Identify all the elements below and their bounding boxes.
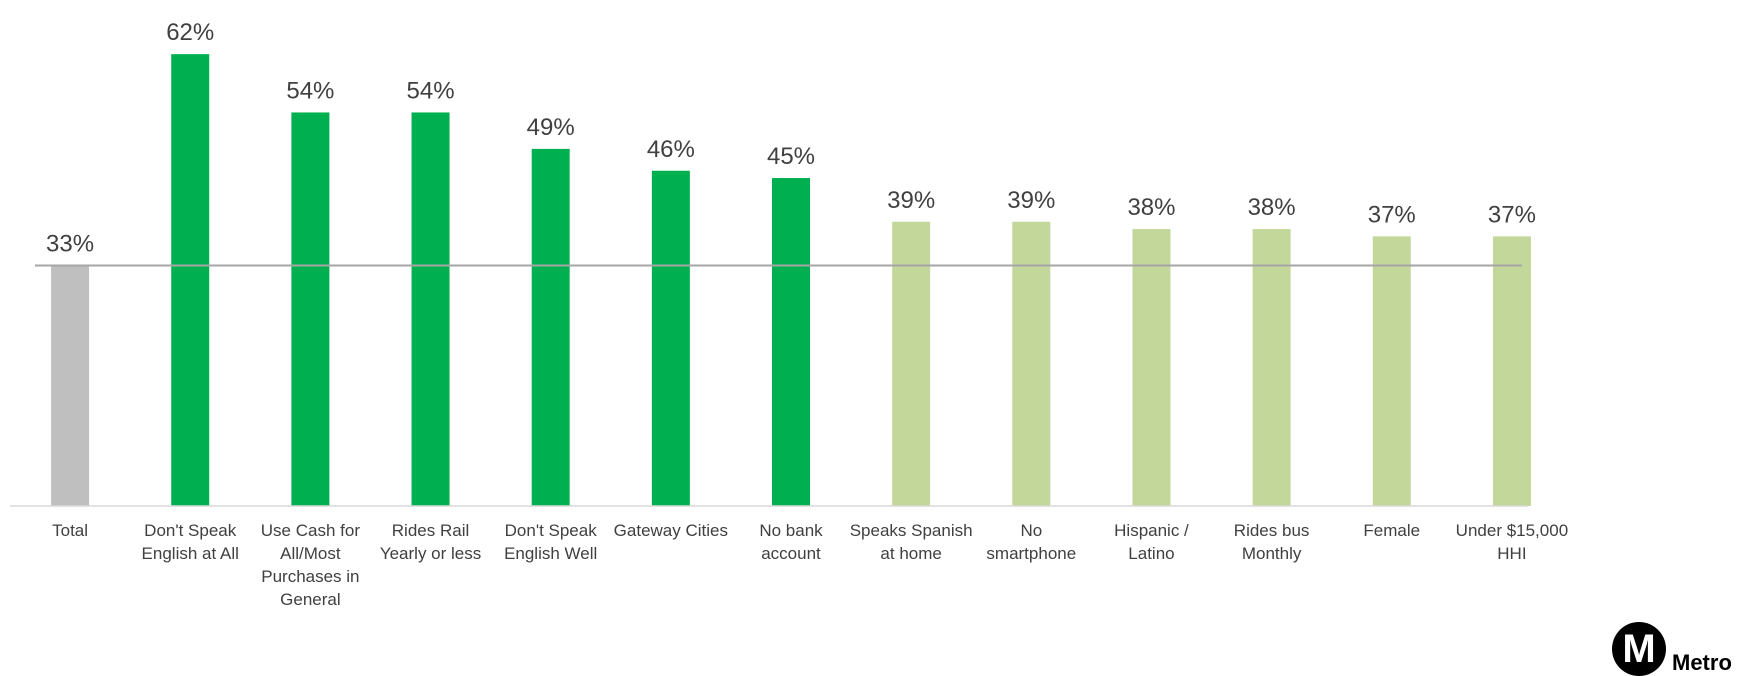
data-label: 39%	[1007, 187, 1055, 214]
category-label: No smartphone	[986, 521, 1076, 563]
category-label: Total	[52, 521, 88, 540]
data-label: 46%	[647, 136, 695, 163]
category-label: No bank account	[759, 521, 823, 563]
bar	[171, 54, 210, 506]
bar	[1012, 221, 1051, 507]
data-label: 37%	[1368, 201, 1416, 228]
bar	[531, 148, 570, 507]
category-label: Rides bus Monthly	[1234, 521, 1310, 563]
bar	[1132, 229, 1171, 506]
data-label: 54%	[407, 77, 455, 104]
bar	[1492, 236, 1531, 506]
bar	[1372, 236, 1411, 506]
data-label: 45%	[767, 143, 815, 170]
category-label: Under $15,000 HHI	[1456, 521, 1568, 563]
data-label: 54%	[286, 77, 334, 104]
bar	[651, 170, 690, 506]
metro-logo-icon: M	[1612, 622, 1666, 676]
data-label: 62%	[166, 19, 214, 46]
bar	[411, 112, 450, 507]
data-label: 37%	[1488, 201, 1536, 228]
category-label: Rides Rail Yearly or less	[380, 521, 481, 563]
bar	[1252, 229, 1291, 506]
bar	[892, 221, 931, 507]
category-label: Don't Speak English at All	[142, 521, 239, 563]
metro-logo-word: Metro	[1672, 650, 1732, 675]
data-label: 38%	[1127, 194, 1175, 221]
category-label: Speaks Spanish at home	[850, 521, 973, 563]
category-label: Don't Speak English Well	[504, 521, 597, 563]
category-label: Gateway Cities	[614, 521, 728, 540]
data-label: 33%	[46, 231, 94, 258]
category-label: Use Cash for All/Most Purchases in General	[261, 521, 361, 609]
category-label: Hispanic / Latino	[1114, 521, 1189, 563]
category-label: Female	[1363, 521, 1420, 540]
bar	[291, 112, 330, 507]
data-label: 49%	[527, 114, 575, 141]
bar	[772, 178, 810, 506]
bar	[51, 265, 90, 506]
data-label: 38%	[1248, 194, 1296, 221]
data-label: 39%	[887, 187, 935, 214]
